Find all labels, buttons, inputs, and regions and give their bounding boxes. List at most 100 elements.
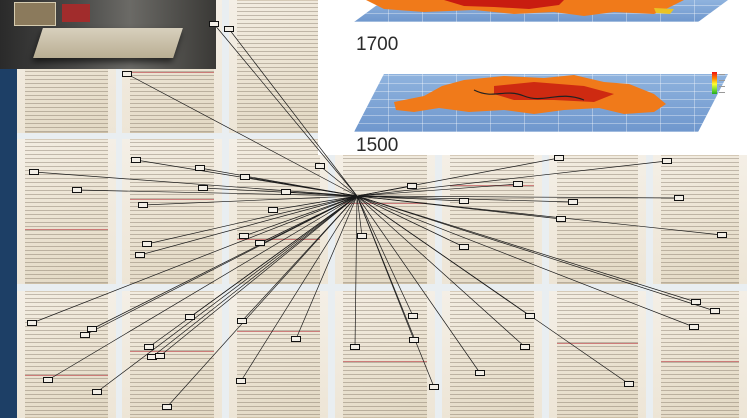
manuscript-page [442,155,542,284]
link-line [243,195,358,237]
annotation-box-icon [291,336,301,342]
annotation-box-icon [185,314,195,320]
annotation-box-icon [568,199,578,205]
link-line [76,189,358,197]
annotation-box-icon [350,344,360,350]
annotation-box-icon [87,326,97,332]
manuscript-page [549,291,646,418]
link-line [356,195,526,348]
annotation-box-icon [429,384,439,390]
link-line [356,195,680,199]
manuscript-page [653,291,747,418]
annotation-box-icon [240,174,250,180]
annotation-box-icon [624,381,634,387]
link-line [356,160,668,197]
year-label-1500: 1500 [356,135,399,156]
annotation-box-icon [281,189,291,195]
annotation-box-icon [409,337,419,343]
heat-surface-1500 [394,75,666,114]
heat-legend-icon [706,66,726,96]
heatmap-1500 [354,70,728,132]
annotation-box-icon [135,252,145,258]
link-line [356,195,435,388]
link-line [146,195,358,245]
link-line [151,195,358,358]
link-line [202,187,358,197]
annotation-box-icon [155,353,165,359]
annotation-box-icon [357,233,367,239]
link-line [356,183,519,197]
annotation-box-icon [237,318,247,324]
link-line [33,171,358,197]
annotation-box-icon [29,169,39,175]
annotation-box-icon [475,370,485,376]
manuscript-page [17,291,116,418]
link-line [356,195,363,237]
annotation-box-icon [92,389,102,395]
annotation-box-icon [674,195,684,201]
link-line [213,23,358,197]
link-line [148,195,358,348]
link-line [356,195,481,374]
manuscript-page [229,291,328,418]
manuscript-page [653,155,747,284]
annotation-box-icon [236,378,246,384]
annotation-box-icon [513,181,523,187]
annotation-box-icon [459,198,469,204]
link-line [356,195,414,317]
link-line [166,195,358,408]
manuscript-page [122,139,222,284]
annotation-box-icon [717,232,727,238]
annotation-box-icon [122,71,132,77]
link-line [142,195,358,206]
left-accent-bar [0,0,17,418]
year-label-1700: 1700 [356,34,399,55]
link-line [356,195,695,328]
annotation-box-icon [131,157,141,163]
heat-surface-1700 [366,0,684,16]
annotation-box-icon [459,244,469,250]
link-line [295,195,358,340]
annotation-box-icon [710,308,720,314]
link-line [96,195,358,393]
heatmap-1700 [354,0,728,22]
link-line [272,195,358,211]
annotation-box-icon [408,313,418,319]
annotation-box-icon [162,404,172,410]
photo-thumbnail [0,0,216,69]
annotation-box-icon [525,313,535,319]
annotation-box-icon [198,185,208,191]
manuscript-page [122,291,222,418]
annotation-box-icon [209,21,219,27]
link-line [91,195,358,330]
link-line [354,195,358,348]
link-line [319,165,358,197]
link-line [139,195,358,256]
link-line [356,195,723,236]
link-line [159,195,358,357]
annotation-box-icon [315,163,325,169]
annotation-box-icon [520,344,530,350]
link-line [84,195,358,336]
link-line [356,195,716,312]
annotation-box-icon [195,165,205,171]
annotation-box-icon [27,320,37,326]
annotation-box-icon [407,183,417,189]
annotation-box-icon [689,324,699,330]
annotation-box-icon [72,187,82,193]
link-line [31,195,358,324]
link-line [356,195,562,220]
annotation-box-icon [556,216,566,222]
annotation-box-icon [662,158,672,164]
annotation-box-icon [224,26,234,32]
link-line [228,28,358,197]
annotation-box-icon [142,241,152,247]
annotation-box-icon [691,299,701,305]
link-line [356,195,697,303]
annotation-box-icon [255,240,265,246]
manuscript-page [335,291,435,418]
link-line [356,195,465,248]
annotation-box-icon [80,332,90,338]
link-line [244,176,358,197]
